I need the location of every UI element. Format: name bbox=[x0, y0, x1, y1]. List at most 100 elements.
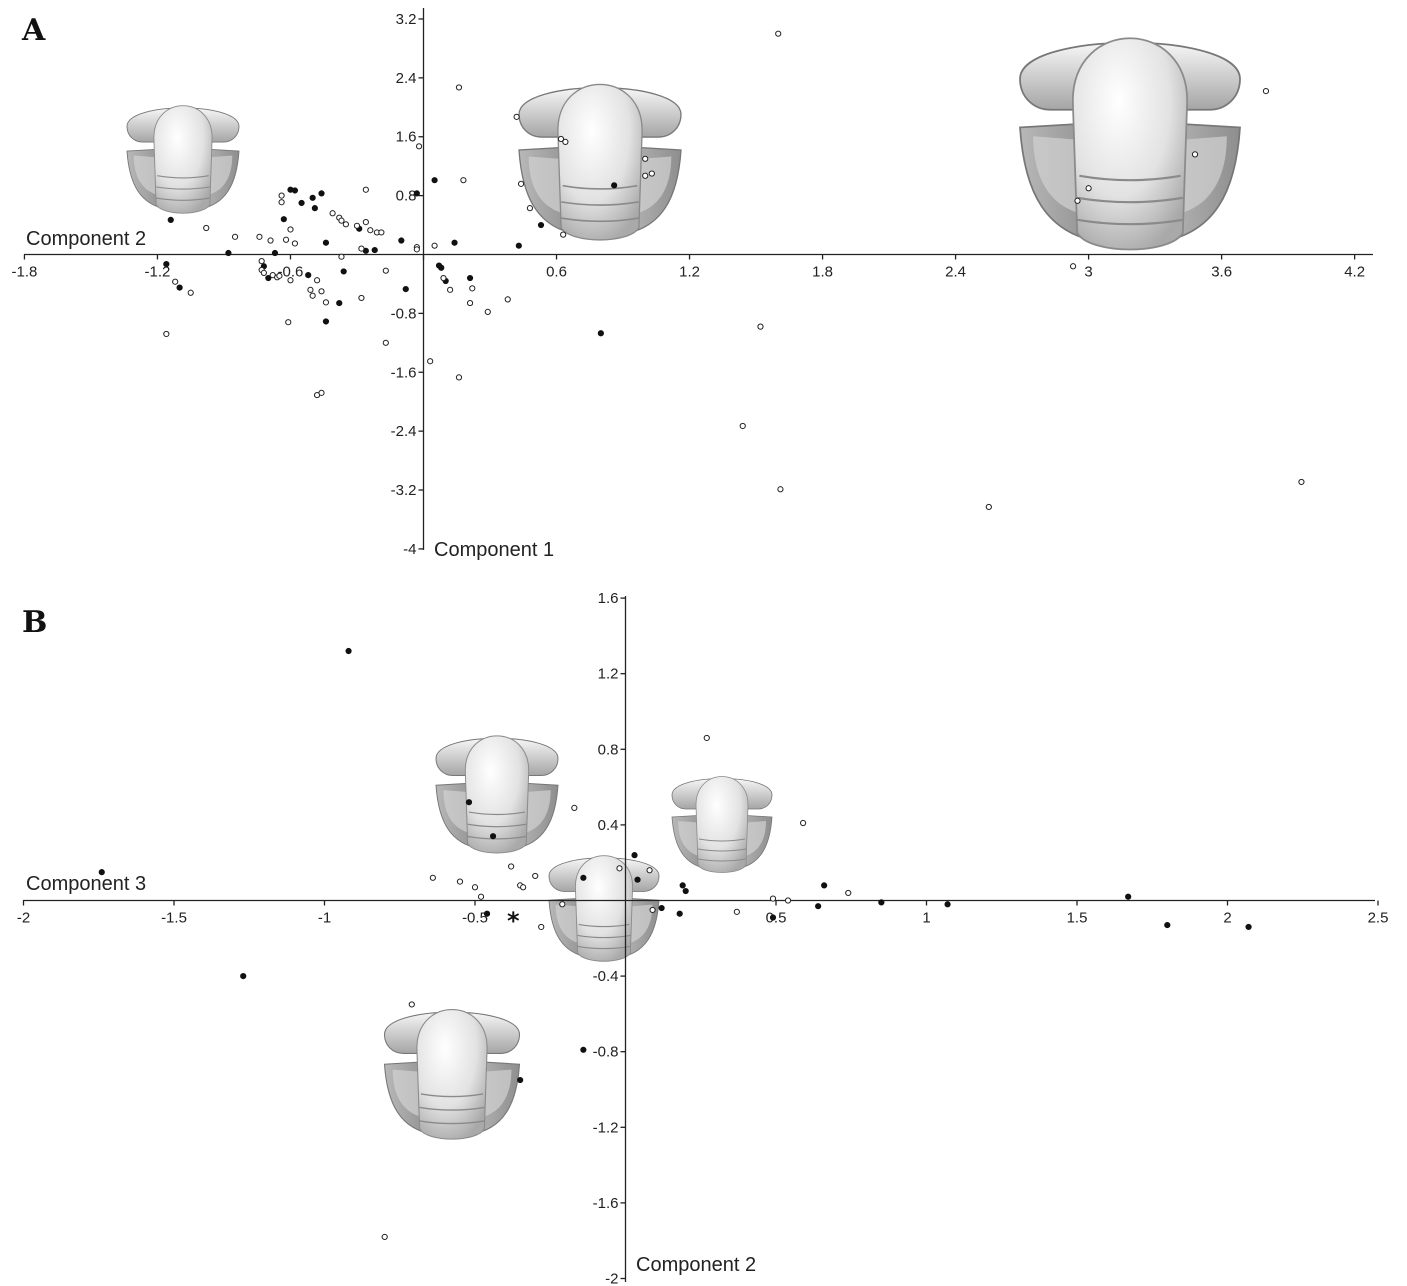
panel-label-a: A bbox=[21, 13, 46, 48]
panel-a-y-ticks: 3.2 2.4 1.6 0.8 -0.8 -1.6 -2.4 -3.2 -4 bbox=[391, 11, 424, 558]
x-tick-label: -2 bbox=[17, 910, 30, 927]
data-point-open bbox=[1262, 88, 1270, 95]
data-point-open bbox=[342, 221, 350, 228]
data-point-filled bbox=[1164, 921, 1171, 929]
y-tick-label: 0.8 bbox=[598, 741, 619, 758]
data-point-open bbox=[538, 923, 545, 931]
data-point-open bbox=[203, 224, 210, 232]
data-point-open bbox=[739, 422, 746, 430]
data-point-open bbox=[382, 267, 389, 274]
data-point-open bbox=[440, 274, 447, 282]
x-tick-label: 1.5 bbox=[1067, 910, 1088, 927]
data-point-open bbox=[267, 237, 274, 244]
data-point-open bbox=[455, 374, 463, 381]
data-point-filled bbox=[336, 299, 343, 307]
data-point-filled bbox=[225, 249, 232, 257]
data-point-open bbox=[649, 906, 656, 914]
x-tick-label: 1.8 bbox=[812, 264, 833, 281]
panel-b-x-axis-label: Component 2 bbox=[636, 1254, 756, 1276]
data-point-open bbox=[733, 908, 740, 915]
data-point-filled bbox=[611, 182, 618, 189]
panel-b-plot: -2 -1.5 -1 -0.5 0.5 1 1.5 2 2.5 1.61.20.80.4-0.4… bbox=[17, 590, 1389, 1286]
data-point-filled bbox=[676, 910, 683, 917]
data-point-open bbox=[309, 292, 316, 299]
panel-b-y-ticks: 1.6 1.2 0.8 0.4 -0.4 -0.8 -1.2 -1.6 -2 bbox=[593, 590, 626, 1286]
data-point-open bbox=[616, 865, 623, 872]
data-point-open bbox=[642, 172, 649, 179]
data-point-open bbox=[642, 155, 649, 162]
panel-a-points bbox=[163, 30, 1305, 511]
data-point-filled bbox=[466, 274, 474, 282]
data-point-open bbox=[460, 177, 467, 184]
data-point-filled bbox=[398, 237, 405, 244]
data-point-open bbox=[313, 277, 321, 284]
data-point-filled bbox=[465, 799, 473, 806]
data-point-filled bbox=[679, 882, 686, 889]
panel-a-plot: -1.8 -1.2 -0.6 0.6 1.2 1.8 2.4 3 3.6 4.2 3.2 2.4 1.… bbox=[12, 8, 1373, 561]
x-tick-label: 3 bbox=[1084, 264, 1092, 281]
data-point-filled bbox=[878, 899, 885, 906]
data-point-filled bbox=[1245, 923, 1252, 931]
data-point-open bbox=[362, 186, 369, 193]
data-point-open bbox=[276, 272, 283, 279]
cranidium-illustration-center bbox=[548, 855, 660, 962]
y-tick-label: -4 bbox=[403, 541, 416, 558]
panel-a-y-axis-label: Component 2 bbox=[26, 228, 146, 250]
y-tick-label: 0.4 bbox=[598, 817, 619, 834]
data-point-open bbox=[429, 874, 436, 881]
data-point-open bbox=[285, 319, 292, 326]
data-point-open bbox=[408, 1001, 415, 1008]
y-tick-label: 1.6 bbox=[598, 590, 619, 607]
data-point-open bbox=[287, 226, 294, 233]
data-point-open bbox=[287, 277, 294, 284]
data-point-open bbox=[413, 246, 420, 253]
data-point-open bbox=[455, 84, 463, 91]
data-point-open bbox=[646, 867, 653, 874]
data-point-open bbox=[282, 236, 290, 243]
data-point-filled bbox=[265, 274, 272, 282]
y-tick-label: -3.2 bbox=[391, 482, 417, 499]
data-point-open bbox=[427, 358, 434, 365]
data-point-filled bbox=[580, 1046, 587, 1053]
data-point-open bbox=[799, 819, 807, 827]
x-tick-label: 2.5 bbox=[1368, 910, 1389, 927]
data-point-open bbox=[1085, 185, 1092, 192]
data-point-filled bbox=[371, 246, 378, 254]
y-tick-label: 3.2 bbox=[396, 11, 417, 28]
data-point-open bbox=[466, 299, 474, 307]
data-point-open bbox=[278, 192, 285, 199]
x-tick-label: 4.2 bbox=[1344, 264, 1365, 281]
data-point-open bbox=[278, 199, 285, 206]
data-point-filled bbox=[240, 973, 247, 980]
data-point-filled bbox=[176, 284, 183, 291]
data-point-open bbox=[187, 289, 194, 296]
cranidium-illustration-upper-left bbox=[435, 735, 559, 854]
data-point-open bbox=[560, 231, 567, 238]
y-tick-label: 2.4 bbox=[396, 70, 417, 87]
data-point-filled bbox=[483, 910, 491, 917]
data-point-open bbox=[382, 339, 389, 346]
data-point-filled bbox=[280, 216, 287, 223]
data-point-open bbox=[557, 135, 565, 143]
x-tick-label: -1.2 bbox=[145, 264, 171, 281]
cranidium-illustration-lower-left bbox=[383, 1008, 521, 1140]
data-point-filled bbox=[821, 882, 828, 889]
panel-b-x-ticks: -2 -1.5 -1 -0.5 0.5 1 1.5 2 2.5 bbox=[17, 900, 1389, 927]
y-tick-label: 1.6 bbox=[396, 129, 417, 146]
x-tick-label: 1.2 bbox=[679, 264, 700, 281]
data-point-open bbox=[845, 889, 852, 897]
data-point-open bbox=[784, 897, 792, 904]
data-point-open bbox=[256, 233, 263, 240]
y-tick-label: -0.8 bbox=[593, 1044, 619, 1061]
x-tick-label: -0.5 bbox=[462, 910, 488, 927]
data-point-open bbox=[484, 308, 491, 316]
data-point-open bbox=[318, 389, 325, 396]
data-point-filled bbox=[431, 177, 438, 184]
data-point-filled bbox=[815, 903, 822, 910]
x-tick-label: 2 bbox=[1223, 910, 1231, 927]
data-point-open bbox=[469, 285, 476, 292]
data-point-filled bbox=[311, 205, 318, 212]
data-point-filled bbox=[271, 249, 279, 257]
panel-label-b: B bbox=[22, 605, 47, 640]
data-point-open bbox=[1069, 263, 1077, 270]
